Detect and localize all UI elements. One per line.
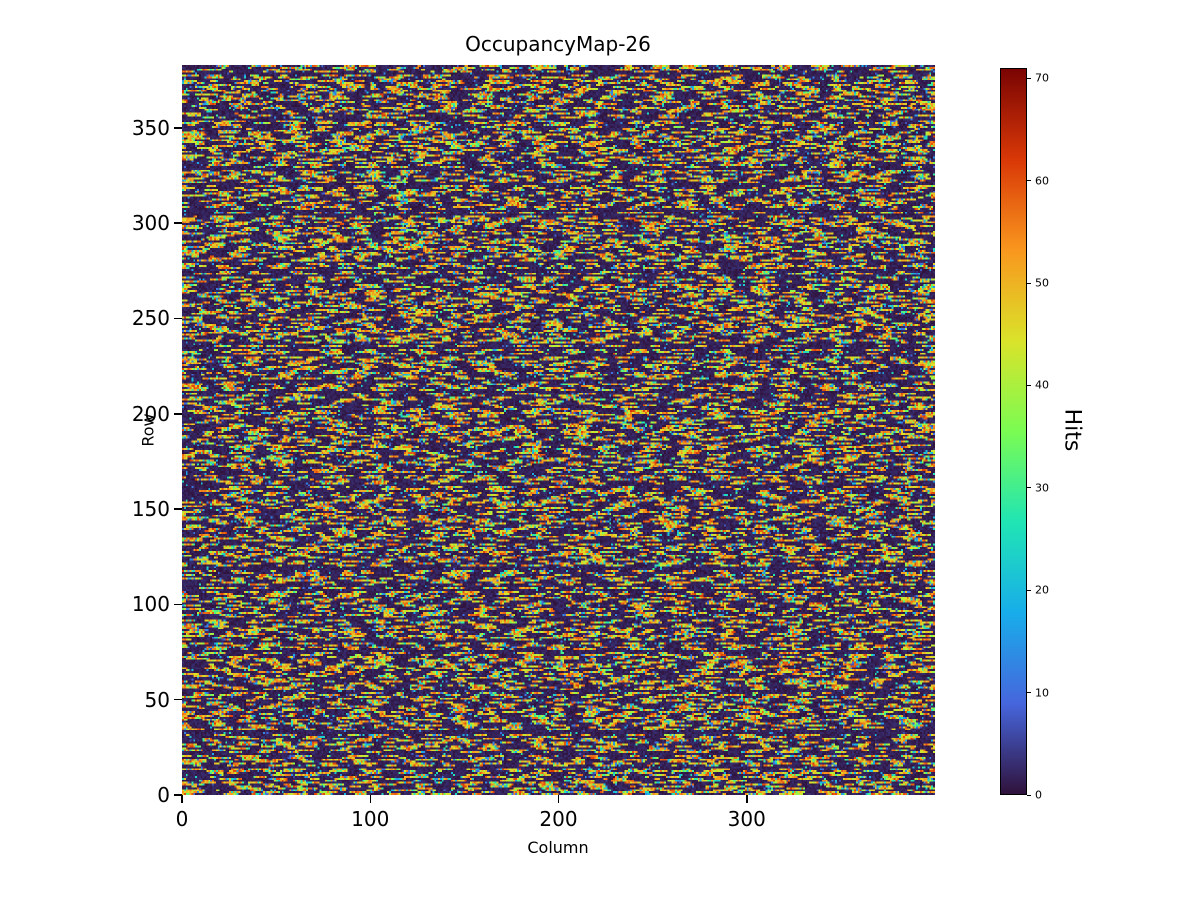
x-tick-label: 200 [539, 807, 578, 831]
colorbar-tick-label: 30 [1035, 481, 1049, 495]
colorbar-label: Hits [1059, 408, 1085, 452]
y-tick-mark [174, 222, 182, 224]
y-tick-mark [174, 127, 182, 129]
x-tick-mark [181, 795, 183, 803]
y-tick-label: 100 [131, 592, 170, 617]
x-tick-label: 0 [175, 807, 189, 831]
y-tick-mark [174, 317, 182, 320]
y-tick-label: 50 [144, 687, 170, 712]
chart-title: OccupancyMap-26 [465, 32, 651, 56]
colorbar [1000, 68, 1027, 795]
y-tick-mark [174, 698, 182, 701]
x-tick-mark [557, 795, 560, 803]
y-tick-label: 300 [131, 211, 170, 236]
colorbar-tick-mark [1027, 384, 1031, 386]
y-axis-label: Row [138, 413, 158, 447]
y-tick-mark [174, 508, 182, 510]
colorbar-tick-mark [1027, 180, 1031, 182]
colorbar-tick-label: 70 [1035, 71, 1049, 85]
colorbar-tick-label: 50 [1035, 276, 1049, 290]
y-tick-mark [174, 603, 182, 606]
colorbar-tick-mark [1027, 487, 1031, 489]
y-tick-mark [174, 794, 182, 796]
y-tick-label: 250 [131, 306, 170, 331]
colorbar-tick-label: 0 [1035, 788, 1042, 802]
x-tick-label: 300 [727, 807, 766, 831]
x-tick-label: 100 [351, 807, 390, 831]
colorbar-tick-label: 10 [1035, 686, 1049, 700]
y-tick-label: 350 [131, 115, 170, 140]
x-axis-label: Column [527, 838, 589, 857]
colorbar-tick-mark [1027, 77, 1031, 79]
colorbar-tick-label: 60 [1035, 174, 1049, 188]
y-tick-label: 0 [157, 783, 170, 807]
colorbar-tick-label: 20 [1035, 583, 1049, 597]
y-tick-label: 200 [131, 401, 170, 426]
colorbar-tick-mark [1027, 692, 1031, 694]
colorbar-tick-mark [1027, 282, 1031, 284]
y-tick-label: 150 [131, 497, 170, 522]
x-tick-mark [369, 795, 371, 803]
heatmap-canvas [182, 65, 935, 795]
x-tick-mark [746, 795, 748, 803]
y-tick-mark [174, 413, 182, 415]
colorbar-tick-label: 40 [1035, 378, 1049, 392]
colorbar-tick-mark [1027, 589, 1031, 591]
colorbar-tick-mark [1027, 794, 1031, 796]
